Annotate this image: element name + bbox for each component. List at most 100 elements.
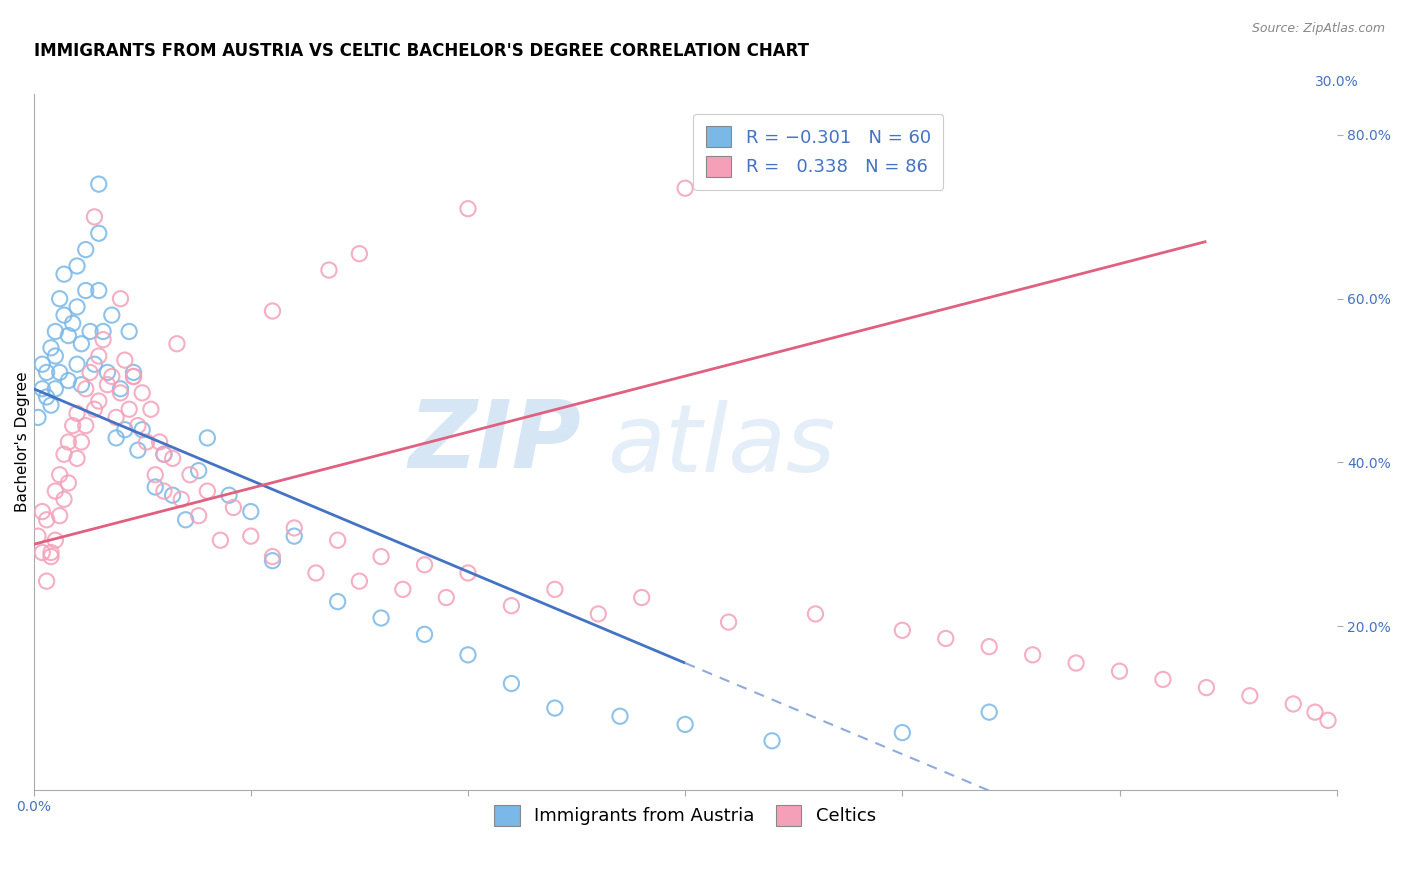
- Point: [66, 357, 89, 371]
- Text: Source: ZipAtlas.com: Source: ZipAtlas.com: [1251, 22, 1385, 36]
- Point: [48, 467, 70, 482]
- Point: [135, 435, 157, 450]
- Point: [1152, 673, 1174, 687]
- Point: [105, 410, 128, 425]
- Text: ZIP: ZIP: [408, 396, 581, 488]
- Point: [44, 533, 66, 548]
- Point: [114, 423, 136, 437]
- Point: [75, 418, 97, 433]
- Point: [48, 508, 70, 523]
- Point: [66, 451, 89, 466]
- Point: [44, 325, 66, 339]
- Point: [1303, 705, 1326, 719]
- Point: [434, 591, 457, 605]
- Point: [118, 402, 141, 417]
- Point: [717, 615, 740, 629]
- Point: [101, 369, 124, 384]
- Point: [79, 325, 101, 339]
- Point: [891, 725, 914, 739]
- Point: [110, 382, 132, 396]
- Point: [349, 574, 371, 589]
- Point: [1239, 689, 1261, 703]
- Point: [53, 267, 76, 281]
- Point: [114, 353, 136, 368]
- Point: [87, 394, 110, 409]
- Point: [58, 328, 80, 343]
- Point: [83, 402, 105, 417]
- Point: [1195, 681, 1218, 695]
- Point: [609, 709, 631, 723]
- Point: [27, 410, 49, 425]
- Point: [39, 549, 62, 564]
- Point: [48, 365, 70, 379]
- Point: [804, 607, 827, 621]
- Point: [58, 435, 80, 450]
- Point: [262, 549, 284, 564]
- Point: [101, 308, 124, 322]
- Point: [79, 365, 101, 379]
- Point: [209, 533, 232, 548]
- Point: [87, 177, 110, 191]
- Point: [153, 447, 176, 461]
- Point: [127, 443, 149, 458]
- Point: [413, 558, 436, 572]
- Point: [326, 594, 349, 608]
- Point: [70, 377, 93, 392]
- Point: [187, 508, 209, 523]
- Point: [262, 304, 284, 318]
- Point: [127, 418, 149, 433]
- Point: [39, 545, 62, 559]
- Point: [283, 521, 305, 535]
- Point: [162, 451, 184, 466]
- Point: [83, 210, 105, 224]
- Point: [979, 705, 1001, 719]
- Point: [70, 435, 93, 450]
- Point: [630, 591, 652, 605]
- Point: [326, 533, 349, 548]
- Point: [979, 640, 1001, 654]
- Point: [62, 316, 84, 330]
- Point: [891, 624, 914, 638]
- Point: [110, 292, 132, 306]
- Point: [139, 402, 162, 417]
- Point: [318, 263, 340, 277]
- Point: [222, 500, 245, 515]
- Point: [87, 349, 110, 363]
- Point: [153, 447, 176, 461]
- Point: [87, 284, 110, 298]
- Point: [91, 325, 114, 339]
- Point: [75, 382, 97, 396]
- Point: [70, 336, 93, 351]
- Point: [544, 701, 567, 715]
- Point: [283, 529, 305, 543]
- Point: [131, 385, 153, 400]
- Point: [87, 226, 110, 240]
- Point: [31, 382, 53, 396]
- Point: [75, 284, 97, 298]
- Point: [392, 582, 415, 597]
- Point: [170, 492, 193, 507]
- Point: [53, 308, 76, 322]
- Point: [62, 418, 84, 433]
- Point: [1021, 648, 1043, 662]
- Point: [148, 435, 170, 450]
- Point: [239, 505, 262, 519]
- Point: [58, 374, 80, 388]
- Point: [44, 349, 66, 363]
- Point: [1317, 714, 1340, 728]
- Point: [39, 341, 62, 355]
- Point: [187, 464, 209, 478]
- Point: [305, 566, 328, 580]
- Point: [53, 492, 76, 507]
- Point: [588, 607, 610, 621]
- Point: [761, 733, 783, 747]
- Point: [83, 357, 105, 371]
- Point: [66, 406, 89, 420]
- Point: [179, 467, 201, 482]
- Point: [122, 365, 145, 379]
- Point: [195, 484, 218, 499]
- Point: [105, 431, 128, 445]
- Point: [48, 292, 70, 306]
- Text: IMMIGRANTS FROM AUSTRIA VS CELTIC BACHELOR'S DEGREE CORRELATION CHART: IMMIGRANTS FROM AUSTRIA VS CELTIC BACHEL…: [34, 42, 808, 60]
- Point: [262, 554, 284, 568]
